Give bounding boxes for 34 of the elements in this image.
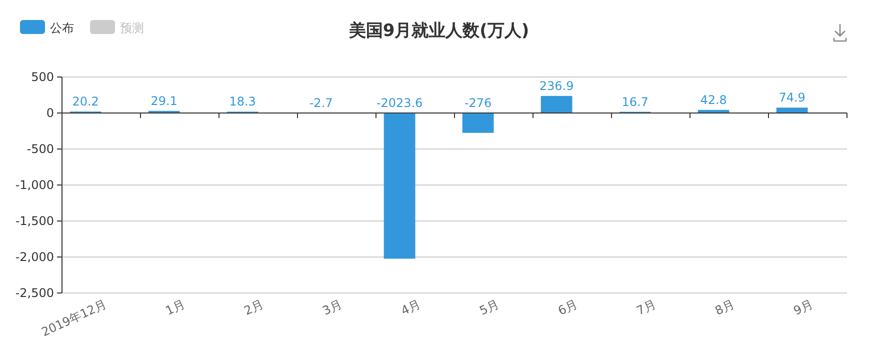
- bar: [776, 108, 808, 113]
- y-tick-label: 0: [46, 106, 54, 120]
- data-label: 42.8: [700, 92, 727, 107]
- chart-title: 美国9月就业人数(万人): [348, 21, 530, 41]
- data-label: -2.7: [309, 96, 333, 110]
- legend-label: 公布: [50, 21, 74, 35]
- x-tick-label: 2月: [242, 297, 266, 318]
- x-tick-label: 9月: [791, 297, 816, 318]
- x-tick-label: 4月: [398, 297, 423, 318]
- data-label: 236.9: [539, 78, 574, 93]
- x-tick-label: 7月: [634, 297, 658, 318]
- bar: [540, 96, 572, 113]
- y-tick-label: -2,500: [15, 286, 54, 300]
- x-tick-label: 8月: [712, 297, 737, 318]
- data-label: 16.7: [622, 94, 648, 109]
- x-tick-label: 5月: [477, 297, 502, 318]
- data-label: -276: [464, 96, 492, 110]
- y-tick-label: -2,000: [15, 250, 54, 264]
- legend-label: 预测: [120, 21, 144, 35]
- data-label: -2023.6: [376, 96, 423, 110]
- bar: [384, 113, 416, 259]
- y-tick-label: -1,500: [15, 214, 54, 228]
- data-label: 20.2: [72, 94, 99, 109]
- data-label: 74.9: [778, 90, 806, 105]
- data-label: 29.1: [150, 94, 178, 108]
- y-tick-label: -1,000: [15, 178, 54, 192]
- data-label: 18.3: [229, 94, 256, 109]
- y-tick-label: 500: [31, 70, 54, 84]
- x-tick-label: 3月: [320, 297, 344, 318]
- x-tick-label: 6月: [556, 297, 580, 318]
- y-tick-label: -500: [26, 142, 54, 156]
- x-tick-label: 1月: [163, 297, 188, 318]
- x-tick-label: 2019年12月: [39, 297, 109, 340]
- bar: [462, 113, 494, 133]
